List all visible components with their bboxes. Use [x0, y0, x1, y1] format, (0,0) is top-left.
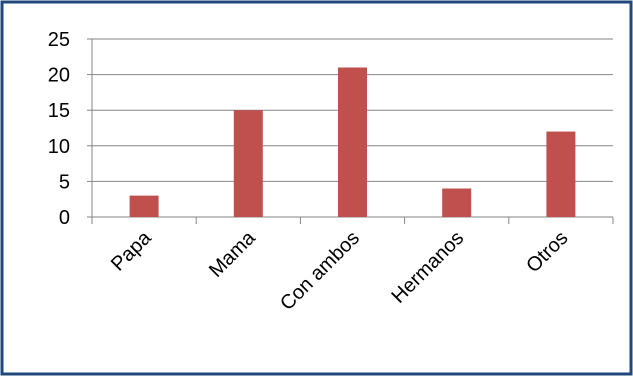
bar	[546, 131, 576, 217]
bar	[338, 67, 367, 217]
bar	[129, 195, 159, 217]
bar	[442, 188, 472, 217]
y-tick-label: 15	[48, 100, 70, 122]
y-tick-label: 10	[48, 136, 70, 158]
y-tick-label: 5	[59, 171, 70, 193]
y-tick-label: 20	[48, 65, 70, 87]
y-axis: 0 5 10 15 20 25	[48, 29, 93, 229]
y-tick-label: 25	[48, 29, 70, 51]
bars	[129, 67, 576, 217]
bar	[233, 110, 263, 217]
y-tick-label: 0	[59, 207, 70, 229]
